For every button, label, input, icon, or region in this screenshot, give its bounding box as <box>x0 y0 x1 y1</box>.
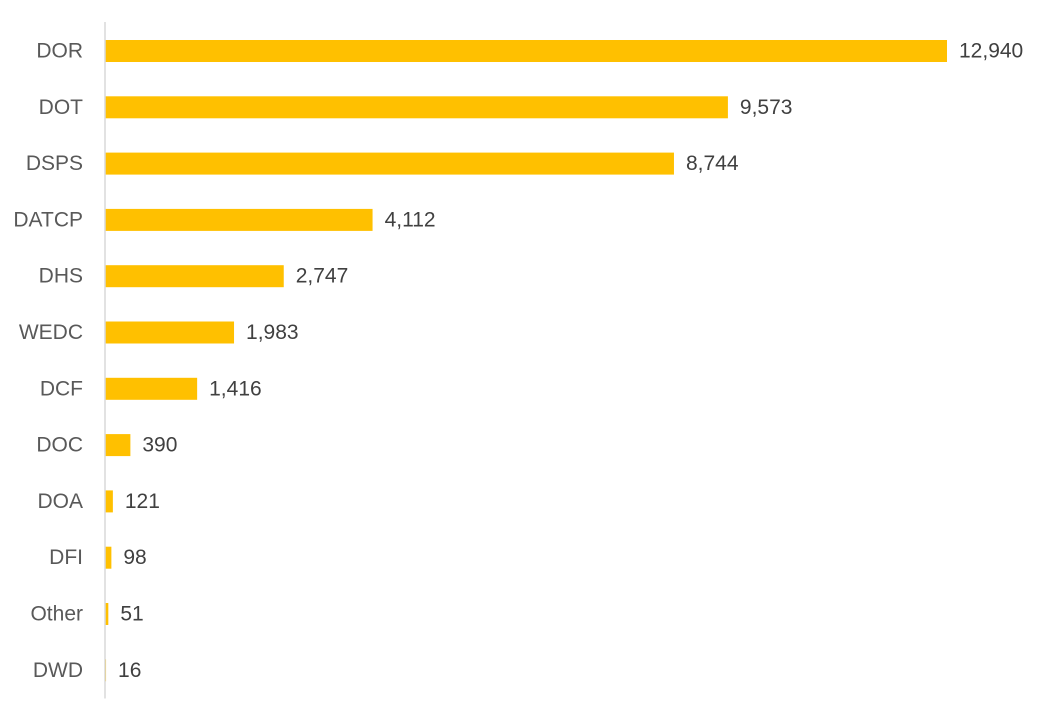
bar-datcp <box>105 208 373 231</box>
category-label-dhs: DHS <box>39 265 83 288</box>
bar-wedc <box>105 321 235 344</box>
category-label-datcp: DATCP <box>13 208 83 231</box>
category-label-dsps: DSPS <box>26 152 83 175</box>
bar-dot <box>105 96 728 119</box>
value-label-dhs: 2,747 <box>296 265 349 288</box>
category-label-wedc: WEDC <box>19 321 83 344</box>
value-label-doa: 121 <box>125 490 160 513</box>
value-labels-group: 12,940 9,573 8,744 4,112 2,747 1,983 1,416 390 1… <box>118 40 1023 682</box>
value-label-wedc: 1,983 <box>246 321 299 344</box>
bar-dor <box>105 40 947 62</box>
bar-dcf <box>105 377 198 400</box>
category-label-doc: DOC <box>36 434 83 457</box>
value-label-dfi: 98 <box>123 546 146 569</box>
category-label-dwd: DWD <box>33 659 83 682</box>
bar-dsps <box>105 152 674 175</box>
bar-dhs <box>105 265 284 288</box>
bar-doa <box>105 490 113 513</box>
category-label-dor: DOR <box>36 40 83 63</box>
category-label-dot: DOT <box>39 96 84 119</box>
bar-other <box>105 603 109 625</box>
value-label-doc: 390 <box>142 434 177 457</box>
category-label-dcf: DCF <box>40 377 83 400</box>
value-label-dcf: 1,416 <box>209 377 262 400</box>
value-label-dot: 9,573 <box>740 96 793 119</box>
value-label-dor: 12,940 <box>959 40 1023 63</box>
category-labels-group: DOR DOT DSPS DATCP DHS WEDC DCF DOC DOA DFI Other D… <box>13 40 83 682</box>
bar-dfi <box>105 546 112 569</box>
category-label-dfi: DFI <box>49 546 83 569</box>
bar-doc <box>105 434 131 457</box>
value-label-other: 51 <box>120 603 143 626</box>
value-label-datcp: 4,112 <box>385 208 436 231</box>
value-label-dsps: 8,744 <box>686 152 739 175</box>
category-label-other: Other <box>30 603 83 626</box>
value-label-dwd: 16 <box>118 659 141 682</box>
category-label-doa: DOA <box>37 490 83 513</box>
bars-group <box>105 40 947 682</box>
